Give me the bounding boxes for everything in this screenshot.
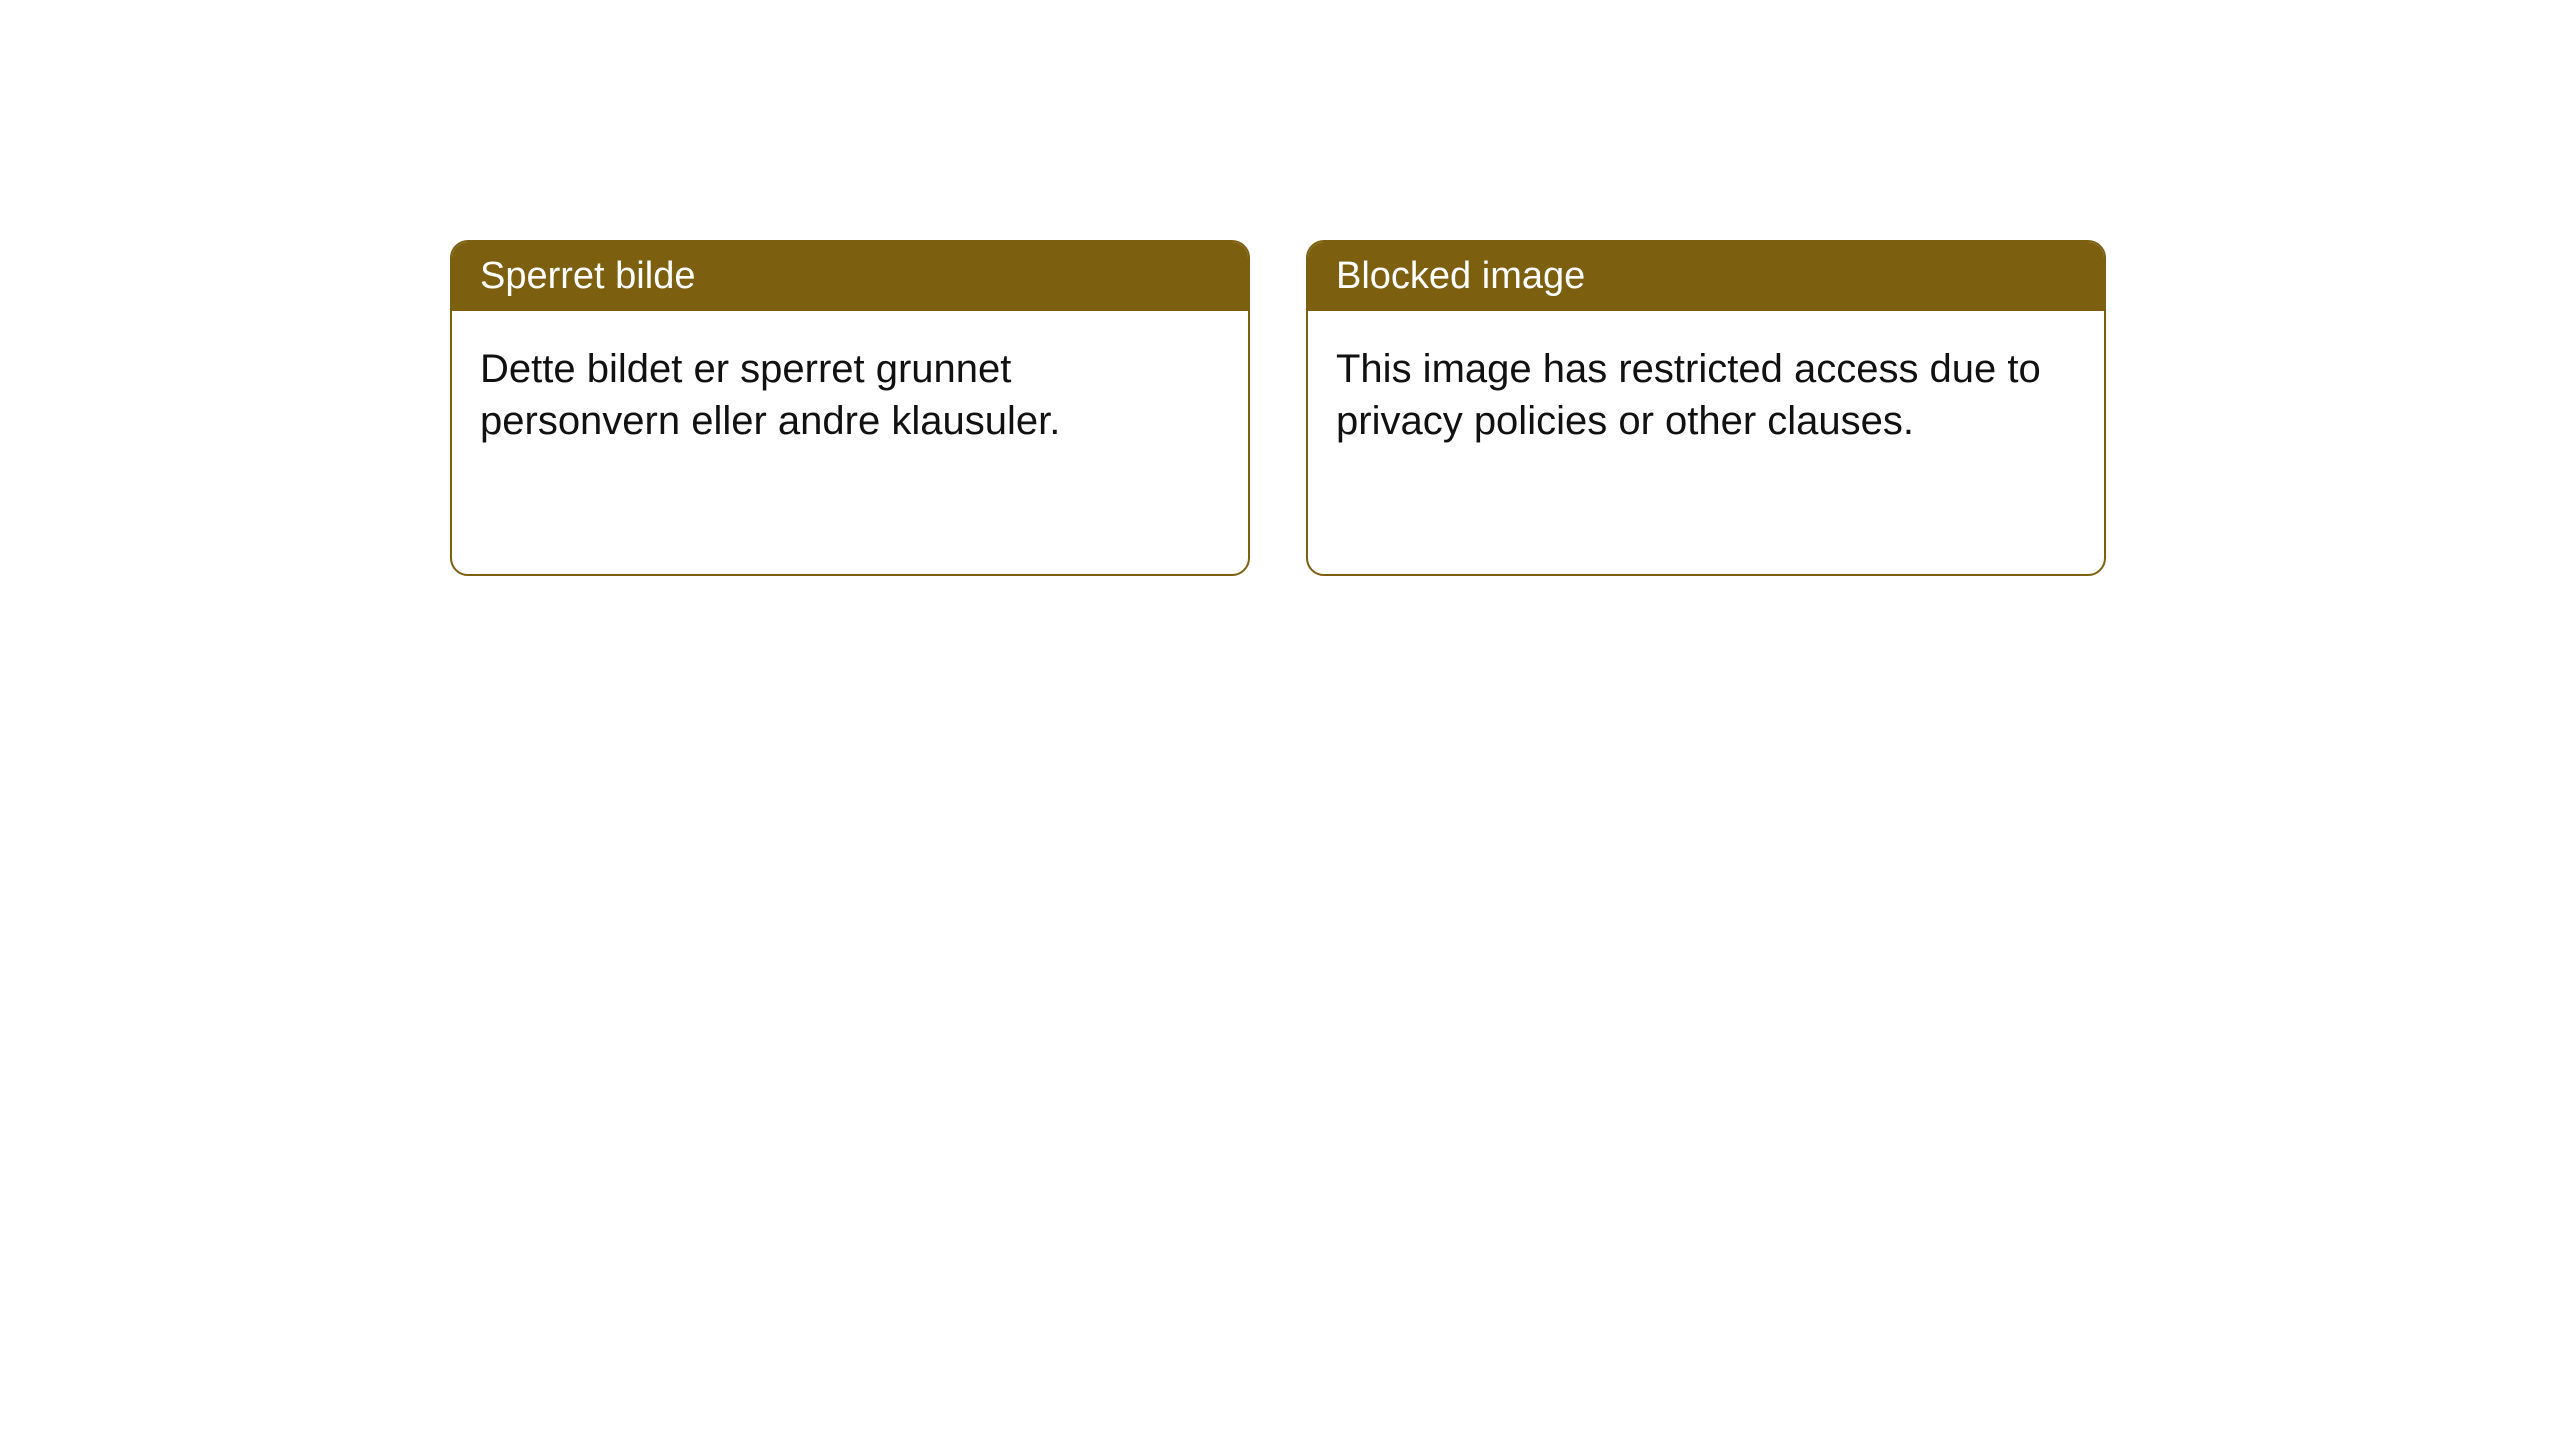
notice-card-title: Blocked image (1308, 242, 2104, 311)
notice-card-body: Dette bildet er sperret grunnet personve… (452, 311, 1248, 479)
notice-card-english: Blocked image This image has restricted … (1306, 240, 2106, 576)
notice-card-body: This image has restricted access due to … (1308, 311, 2104, 479)
notice-card-title: Sperret bilde (452, 242, 1248, 311)
notice-card-container: Sperret bilde Dette bildet er sperret gr… (450, 240, 2106, 576)
notice-card-norwegian: Sperret bilde Dette bildet er sperret gr… (450, 240, 1250, 576)
